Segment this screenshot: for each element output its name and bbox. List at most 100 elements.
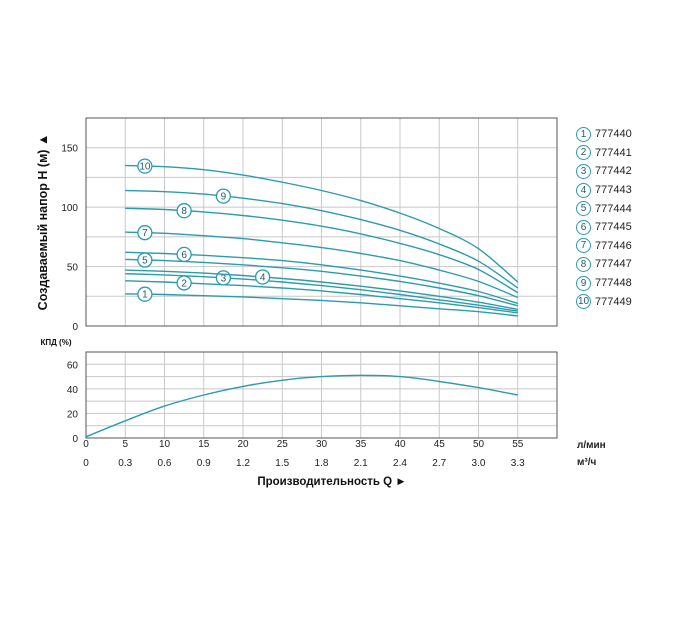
- legend-item: 8 777447: [576, 255, 632, 274]
- legend-number-badge: 7: [576, 238, 591, 254]
- x-tick-label-lpm: 35: [355, 439, 367, 450]
- legend-model-code: 777446: [595, 239, 632, 252]
- legend-model-code: 777440: [595, 128, 632, 141]
- x-tick-label-m3h: 3.3: [511, 458, 525, 469]
- curve-badge-label: 7: [142, 228, 148, 239]
- legend-item: 9 777448: [576, 274, 632, 293]
- head-curves: 1 2 3 4 5 6 7 8 9 10: [125, 158, 519, 317]
- x2-unit-label: м³/ч: [577, 457, 597, 468]
- legend-number-badge: 9: [576, 275, 591, 291]
- curve-badge-label: 6: [181, 250, 187, 261]
- efficiency-chart-grid: [85, 351, 558, 439]
- legend-number-badge: 4: [576, 182, 591, 198]
- legend-model-code: 777447: [595, 258, 632, 271]
- efficiency-y-tick-label: 60: [67, 360, 79, 371]
- x-tick-label-lpm: 0: [83, 439, 89, 450]
- x-tick-label-m3h: 1.5: [275, 458, 289, 469]
- x-tick-label-m3h: 1.2: [236, 458, 250, 469]
- curve-badge-label: 8: [181, 206, 187, 217]
- x-tick-label-m3h: 2.7: [432, 458, 446, 469]
- head-y-ticks: 0 50 100 150: [61, 144, 78, 333]
- curve-badge-label: 10: [139, 162, 151, 173]
- curve-badge-label: 5: [142, 256, 148, 267]
- efficiency-y-tick-label: 40: [67, 385, 79, 396]
- curve-badge-label: 2: [181, 278, 187, 289]
- legend-item: 6 777445: [576, 218, 632, 237]
- legend-item: 2 777441: [576, 144, 632, 163]
- curve-badge-label: 1: [142, 290, 148, 301]
- head-curve-777442: [125, 273, 518, 312]
- x-axis-label: Производительность Q ►: [257, 476, 406, 488]
- head-curve-777448: [125, 189, 519, 289]
- legend: 1 777440 2 777441 3 777442 4 777443 5 777444 6 7774…: [576, 125, 632, 311]
- legend-item: 7 777446: [576, 237, 632, 256]
- legend-model-code: 777445: [595, 221, 632, 234]
- legend-number-badge: 6: [576, 219, 591, 235]
- x-tick-label-m3h: 0.9: [197, 458, 211, 469]
- head-curve-777440: [125, 293, 518, 317]
- x-axis-ticks: 0 0 5 0.3 10 0.6 15 0.9 20 1.2 25 1.5 30 1.8 35 2.1 40 2.…: [83, 439, 525, 469]
- x-tick-label-m3h: 2.4: [393, 458, 407, 469]
- head-y-tick-label: 0: [72, 322, 78, 333]
- legend-number-badge: 2: [576, 145, 591, 161]
- x-tick-label-lpm: 50: [473, 439, 485, 450]
- x-tick-label-m3h: 1.8: [315, 458, 329, 469]
- curve-badge-circle: [137, 286, 153, 302]
- x-tick-label-lpm: 15: [198, 439, 210, 450]
- head-chart-frame: [85, 117, 558, 327]
- legend-item: 10 777449: [576, 292, 632, 311]
- curve-badge-label: 4: [260, 272, 266, 283]
- head-curve-777441: [125, 280, 518, 314]
- curve-badge-circle: [137, 225, 153, 241]
- legend-model-code: 777448: [595, 277, 632, 290]
- x-tick-label-m3h: 0.3: [118, 458, 132, 469]
- x-tick-label-lpm: 20: [237, 439, 249, 450]
- curve-badge-circle: [215, 188, 232, 204]
- head-curve-777445: [125, 251, 519, 305]
- curve-badge-label: 9: [221, 192, 227, 203]
- efficiency-y-axis-label: КПД (%): [41, 338, 72, 347]
- legend-item: 3 777442: [576, 162, 632, 181]
- legend-number-badge: 10: [576, 294, 591, 310]
- x-tick-label-m3h: 3.0: [472, 458, 486, 469]
- efficiency-y-ticks: 0 20 40 60: [67, 360, 79, 445]
- curve-badge-label: 3: [221, 273, 227, 284]
- legend-model-code: 777449: [595, 295, 632, 308]
- legend-model-code: 777442: [595, 165, 632, 178]
- x-tick-label-lpm: 40: [394, 439, 406, 450]
- x-tick-label-lpm: 10: [159, 439, 171, 450]
- head-y-tick-label: 100: [61, 203, 78, 214]
- efficiency-y-tick-label: 0: [72, 434, 78, 445]
- legend-model-code: 777444: [595, 202, 632, 215]
- efficiency-curves: [85, 374, 518, 438]
- legend-item: 5 777444: [576, 199, 632, 218]
- legend-number-badge: 8: [576, 256, 591, 272]
- x-tick-label-m3h: 2.1: [354, 458, 368, 469]
- head-y-axis-label: Создаваемый напор H (м) ▲: [36, 134, 50, 311]
- head-curve-777443: [125, 269, 518, 311]
- legend-item: 4 777443: [576, 181, 632, 200]
- head-curve-777446: [125, 231, 519, 299]
- x-tick-label-lpm: 5: [122, 439, 128, 450]
- legend-number-badge: 3: [576, 163, 591, 179]
- efficiency-chart-frame: [85, 351, 558, 439]
- head-y-tick-label: 50: [67, 263, 79, 274]
- legend-item: 1 777440: [576, 125, 632, 144]
- head-curve-777447: [125, 207, 519, 294]
- legend-model-code: 777441: [595, 146, 632, 159]
- legend-number-badge: 5: [576, 201, 591, 217]
- curve-badge-circle: [176, 203, 192, 219]
- x-unit-label: л/мин: [577, 440, 606, 451]
- x-tick-label-m3h: 0.6: [158, 458, 172, 469]
- curve-badge-circle: [254, 269, 271, 285]
- head-curve-777444: [125, 258, 518, 307]
- x-tick-label-lpm: 30: [316, 439, 328, 450]
- x-tick-label-lpm: 55: [512, 439, 524, 450]
- legend-number-badge: 1: [576, 126, 591, 142]
- x-tick-label-m3h: 0: [83, 458, 89, 469]
- curve-badge-circle: [137, 158, 153, 174]
- efficiency-y-tick-label: 20: [67, 409, 79, 420]
- efficiency-curve: [85, 374, 518, 438]
- curve-badge-circle: [176, 246, 192, 263]
